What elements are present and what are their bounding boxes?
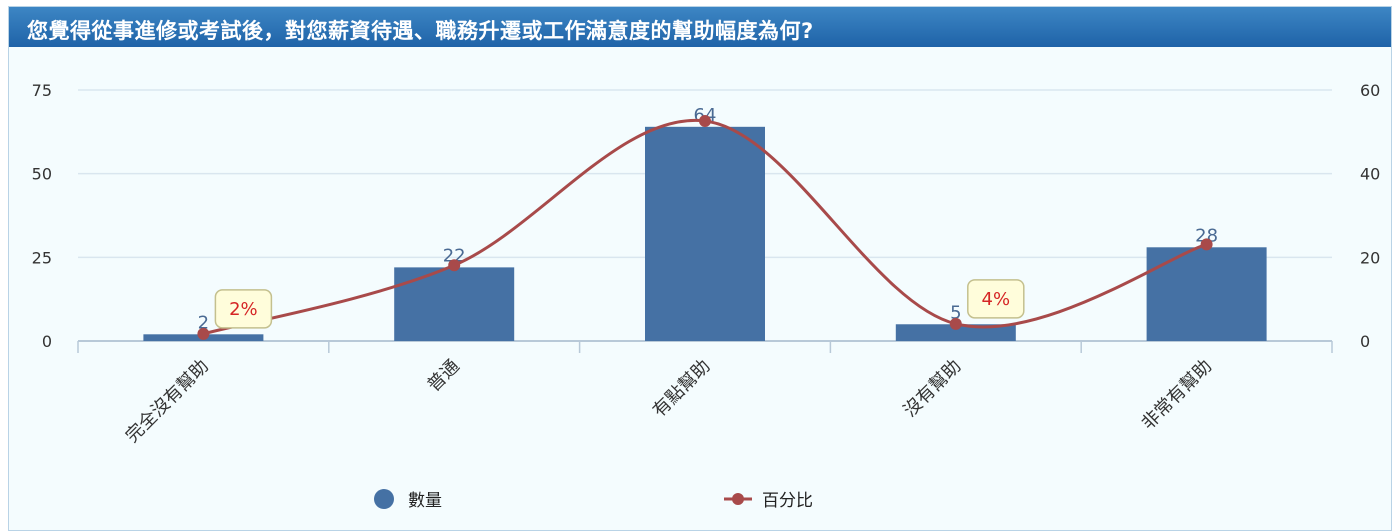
percentage-callout-label: 4% <box>982 289 1011 310</box>
bar <box>895 324 1016 341</box>
category-label: 普通 <box>423 356 463 396</box>
category-label: 有點幫助 <box>649 356 715 422</box>
percentage-point <box>448 259 461 272</box>
bar-value-label: 28 <box>1195 225 1218 246</box>
title-bar: 您覺得從事進修或考試後，對您薪資待遇、職務升遷或工作滿意度的幫助幅度為何? <box>9 7 1391 47</box>
bar-value-label: 2 <box>198 312 209 333</box>
category-label: 非常有幫助 <box>1138 356 1216 434</box>
percentage-point <box>197 327 210 340</box>
legend-bar-swatch <box>374 489 394 509</box>
bar <box>645 126 765 342</box>
legend-line-marker <box>732 493 744 505</box>
percentage-callout-label: 2% <box>229 299 258 320</box>
right-axis-tick-label: 40 <box>1360 165 1380 184</box>
bar <box>394 267 515 341</box>
percentage-callout-box <box>214 289 273 329</box>
left-axis-tick-label: 50 <box>32 165 52 184</box>
left-axis-tick-label: 25 <box>32 248 52 267</box>
bar <box>1146 247 1267 341</box>
left-axis-tick-label: 0 <box>42 332 52 351</box>
right-axis-tick-label: 60 <box>1360 81 1380 100</box>
chart-title: 您覺得從事進修或考試後，對您薪資待遇、職務升遷或工作滿意度的幫助幅度為何? <box>27 19 814 43</box>
right-axis-tick-label: 20 <box>1360 248 1380 267</box>
legend-line-label: 百分比 <box>762 491 813 511</box>
percentage-point <box>699 114 711 127</box>
category-label: 完全沒有幫助 <box>122 356 213 447</box>
percentage-point <box>949 317 962 330</box>
bar-value-label: 5 <box>950 302 961 323</box>
percentage-callout-box <box>967 279 1025 319</box>
legend-bar-label: 數量 <box>408 491 442 511</box>
right-axis-tick-label: 0 <box>1360 332 1370 351</box>
category-label: 沒有幫助 <box>900 356 966 422</box>
left-axis-tick-label: 75 <box>32 81 52 100</box>
percentage-point <box>1200 238 1213 251</box>
